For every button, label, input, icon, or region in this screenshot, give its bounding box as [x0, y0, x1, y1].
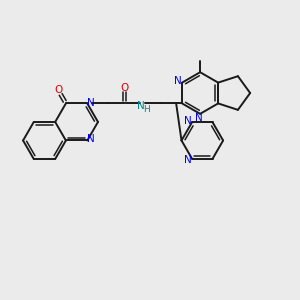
Text: H: H: [143, 106, 150, 115]
Text: N: N: [195, 113, 203, 123]
Text: N: N: [174, 76, 182, 86]
Text: N: N: [184, 155, 192, 165]
Text: O: O: [121, 83, 129, 93]
Text: N: N: [87, 98, 95, 108]
Text: O: O: [54, 85, 62, 95]
Text: N: N: [137, 101, 145, 111]
Text: N: N: [87, 134, 95, 144]
Text: N: N: [184, 116, 192, 126]
